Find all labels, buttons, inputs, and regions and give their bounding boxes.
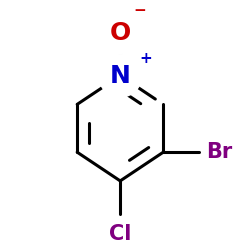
Text: −: − [133, 3, 146, 18]
Circle shape [99, 54, 142, 97]
Text: N: N [110, 64, 131, 88]
Text: Cl: Cl [109, 224, 132, 244]
Circle shape [99, 11, 142, 54]
Text: O: O [110, 20, 131, 44]
Text: +: + [139, 51, 152, 66]
Text: Br: Br [206, 142, 233, 162]
